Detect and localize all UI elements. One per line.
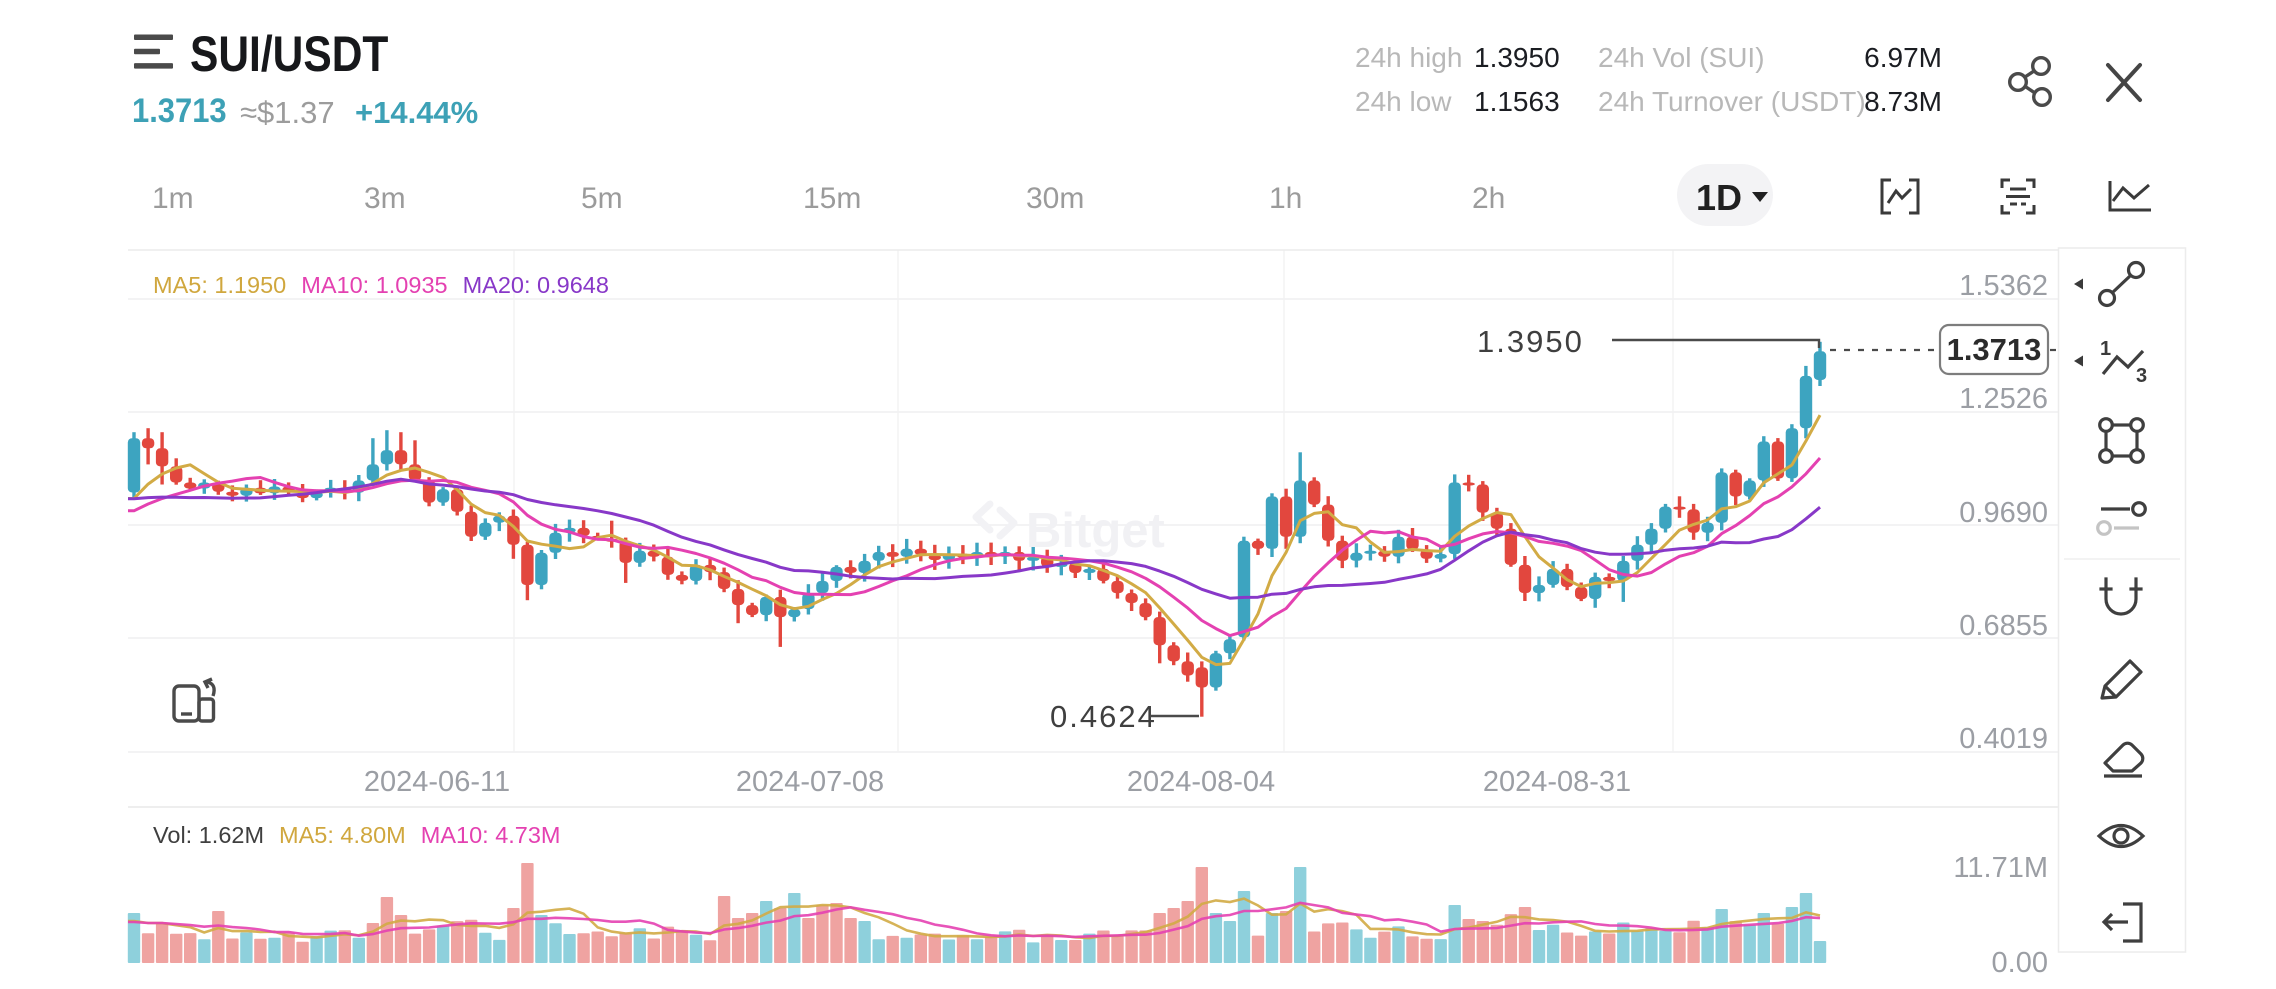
svg-text:2024-08-04: 2024-08-04 [1127, 766, 1275, 798]
svg-text:0.4019: 0.4019 [1959, 723, 2048, 755]
svg-text:1.2526: 1.2526 [1959, 383, 2048, 415]
svg-text:1: 1 [2100, 338, 2111, 360]
svg-text:11.71M: 11.71M [1953, 852, 2048, 884]
svg-text:3: 3 [2136, 365, 2147, 387]
svg-text:2024-06-11: 2024-06-11 [364, 766, 510, 798]
svg-text:2024-08-31: 2024-08-31 [1483, 766, 1631, 798]
svg-text:1.3713: 1.3713 [1947, 332, 2042, 367]
svg-text:1.3950: 1.3950 [1477, 324, 1584, 359]
svg-text:0.00: 0.00 [1992, 947, 2048, 979]
svg-text:0.9690: 0.9690 [1959, 497, 2048, 529]
svg-text:Bitget: Bitget [1026, 504, 1165, 558]
svg-text:1.5362: 1.5362 [1959, 270, 2048, 302]
svg-text:0.4624: 0.4624 [1050, 699, 1157, 734]
svg-text:2024-07-08: 2024-07-08 [736, 766, 884, 798]
svg-text:0.6855: 0.6855 [1959, 610, 2048, 642]
